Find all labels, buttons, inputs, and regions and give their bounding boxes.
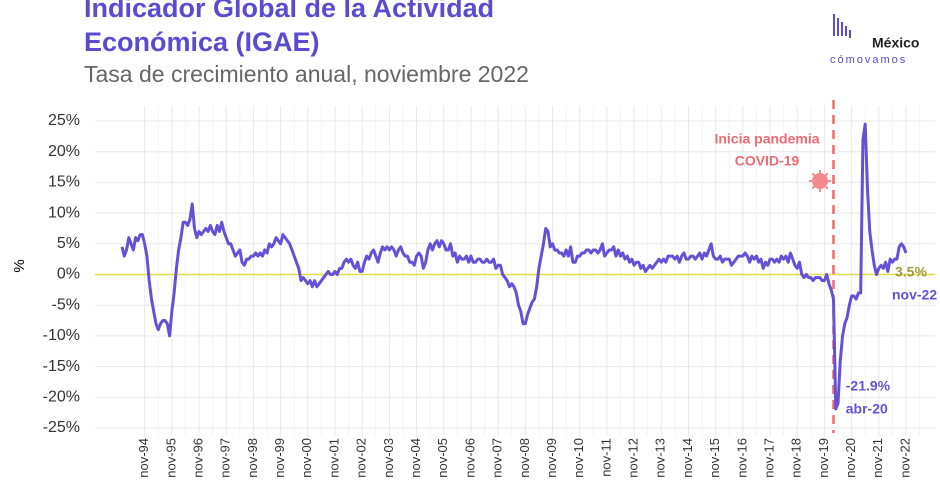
y-tick-label: 20% — [48, 143, 80, 160]
y-tick-label: -10% — [43, 327, 80, 344]
min-label: -21.9% — [846, 378, 891, 394]
x-tick-label: nov-21 — [870, 438, 885, 478]
y-tick-label: -25% — [43, 419, 80, 436]
y-tick-label: 5% — [57, 235, 80, 252]
x-tick-label: nov-20 — [843, 438, 858, 478]
min-label: abr-20 — [846, 401, 888, 417]
y-tick-label: 10% — [48, 204, 80, 221]
chart-title: Indicador Global de la Actividad — [84, 0, 494, 23]
x-tick-label: nov-02 — [354, 438, 369, 478]
last-label: nov-22 — [892, 287, 937, 303]
y-tick-label: 15% — [48, 174, 80, 191]
x-tick-label: nov-10 — [571, 438, 586, 478]
x-tick-label: nov-01 — [326, 438, 341, 478]
chart-title: Económica (IGAE) — [84, 27, 320, 57]
x-tick-label: nov-95 — [163, 438, 178, 478]
event-label: Inicia pandemia — [714, 131, 819, 147]
x-tick-label: nov-08 — [517, 438, 532, 478]
y-tick-label: 0% — [57, 266, 80, 283]
x-tick-label: nov-17 — [761, 438, 776, 478]
y-tick-label: -15% — [43, 358, 80, 375]
x-tick-label: nov-05 — [435, 438, 450, 478]
x-tick-label: nov-07 — [490, 438, 505, 478]
y-tick-label: -5% — [52, 296, 80, 313]
x-tick-label: nov-09 — [544, 438, 559, 478]
x-tick-label: nov-12 — [626, 438, 641, 478]
last-label: 3.5% — [895, 264, 927, 280]
x-tick-label: nov-22 — [897, 438, 912, 478]
x-tick-label: nov-13 — [653, 438, 668, 478]
line-series — [120, 122, 908, 411]
x-tick-label: nov-11 — [598, 438, 613, 477]
x-tick-label: nov-00 — [299, 438, 314, 478]
logo: México cómovamos — [830, 14, 919, 66]
brand: México — [872, 35, 919, 51]
y-tick-label: 25% — [48, 112, 80, 129]
y-tick-label: -20% — [43, 389, 80, 406]
x-tick-label: nov-99 — [272, 438, 287, 478]
y-axis-label: % — [11, 259, 28, 272]
x-tick-label: nov-03 — [381, 438, 396, 478]
x-tick-label: nov-15 — [707, 438, 722, 478]
virus-icon — [809, 170, 831, 192]
x-tick-label: nov-98 — [245, 438, 260, 478]
event-label: COVID-19 — [735, 153, 800, 169]
x-tick-label: nov-94 — [136, 438, 151, 478]
x-tick-label: nov-96 — [190, 438, 205, 478]
x-tick-label: nov-06 — [462, 438, 477, 478]
brand: cómovamos — [830, 54, 907, 66]
chart-subtitle: Tasa de crecimiento anual, noviembre 202… — [84, 61, 529, 87]
x-tick-label: nov-18 — [789, 438, 804, 478]
x-tick-label: nov-97 — [218, 438, 233, 478]
x-tick-label: nov-04 — [408, 438, 423, 478]
x-tick-label: nov-16 — [734, 438, 749, 478]
x-tick-label: nov-14 — [680, 438, 695, 478]
x-tick-label: nov-19 — [816, 438, 831, 478]
